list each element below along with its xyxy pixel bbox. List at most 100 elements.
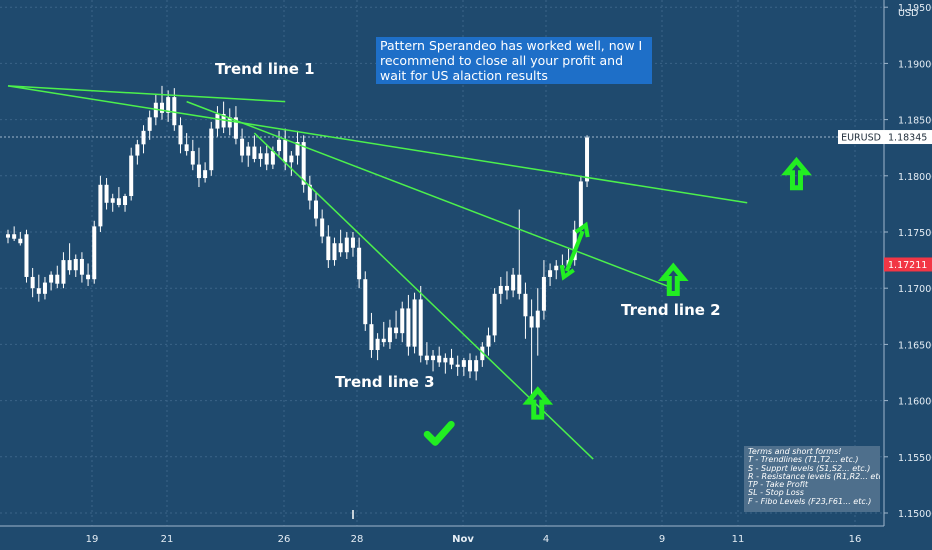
candle-body [264,153,269,165]
y-tick-label: 1.17000 [898,284,932,295]
candle-body [240,138,245,156]
trend-line-2-label: Trend line 2 [621,301,721,319]
candle-body [350,237,355,248]
candle-body [135,144,140,156]
last-price-label: 1.18345 [888,133,927,144]
terms-line: Terms and short forms! [748,447,842,456]
candle-body [24,234,29,277]
x-tick-label: 16 [849,534,862,545]
y-tick-label: 1.17500 [898,228,932,239]
candle-body [104,184,109,203]
marked-price-label: 1.17211 [888,260,927,271]
candle-body [394,327,399,334]
candle-body [215,113,220,129]
y-tick-label: 1.15000 [898,509,932,520]
candle-body [431,355,436,361]
candle-body [541,276,546,311]
symbol-tag-label: EURUSD [841,133,881,144]
candle-body [295,142,300,156]
candle-body [455,364,460,367]
candle-body [357,247,362,280]
candle-body [252,146,257,159]
candle-body [289,155,294,163]
y-tick-label: 1.16500 [898,340,932,351]
candle-body [314,200,318,219]
double-arrow-head [559,264,575,281]
candle-body [6,234,10,238]
terms-line: T - Trendlines (T1,T2... etc.) [748,455,859,465]
trendlines [7,85,748,460]
x-tick-label: 21 [161,534,174,545]
candle-body [572,229,577,261]
y-tick-label: 1.19500 [898,3,932,14]
candle-body [258,153,263,159]
trend-line [186,100,668,287]
candle-body [375,338,380,351]
terms-line: S - Supprt levels (S1,S2... etc.) [748,463,871,473]
candle-body [61,260,66,284]
candle-body [486,335,491,347]
terms-line: F - Fibo Levels (F23,F61... etc.) [748,496,872,506]
candle-body [535,310,540,328]
candle-body [437,355,442,363]
candle-body [123,196,128,206]
candle-body [270,151,275,165]
candle-body [160,102,164,113]
candle-body [153,102,158,118]
candle-body [326,236,331,261]
candle-body [203,170,208,179]
candle-body [178,125,183,145]
candle-body [387,327,392,343]
candle-body [79,258,84,275]
x-tick-label: 9 [659,534,665,545]
marked-price-tag [884,257,932,272]
candle-body [12,234,17,239]
candle-body [412,299,417,347]
candle-body [277,139,282,152]
terms-line: R - Resistance levels (R1,R2... etc.) [748,471,880,481]
candle-body [548,270,553,277]
terms-line: TP - Take Profit [748,480,809,490]
candle-body [492,293,497,336]
candle-body [369,324,374,351]
candle-body [42,282,47,294]
candle-body [461,360,466,367]
candle-body [523,293,528,317]
y-tick-label: 1.15500 [898,453,932,464]
double-arrow-icon [564,230,585,272]
candle-body [400,308,405,334]
candle-body [184,144,189,152]
analysis-note: Pattern Sperandeo has worked well, now I… [376,37,652,84]
symbol-tag [838,130,884,145]
candle-body [98,184,103,227]
candle-body [283,139,288,163]
candle-body [338,243,343,253]
candle-body [320,218,325,237]
candle-body [166,97,171,113]
trend-line [7,85,286,103]
candle-body [498,285,503,294]
y-tick-label: 1.18500 [898,116,932,127]
y-tick-label: 1.16000 [898,397,932,408]
candle-body [554,265,559,271]
candle-body [585,137,590,182]
time-axis [0,526,884,550]
candle-body [578,181,583,230]
candle-body [116,198,121,206]
candle-body [468,360,472,372]
candle-body [67,260,72,271]
candle-body [129,155,134,197]
candle-body [233,117,238,139]
currency-label: USD [898,8,918,19]
candle-body [406,308,411,347]
candle-body [172,97,177,126]
x-tick-label: 19 [86,534,99,545]
candle-body [301,142,306,185]
candle-body [36,288,41,294]
trend-line [7,85,748,204]
candle-body [332,243,337,261]
last-price-tag [884,130,932,145]
candle-body [30,276,35,289]
up-arrow-icon [522,386,554,420]
